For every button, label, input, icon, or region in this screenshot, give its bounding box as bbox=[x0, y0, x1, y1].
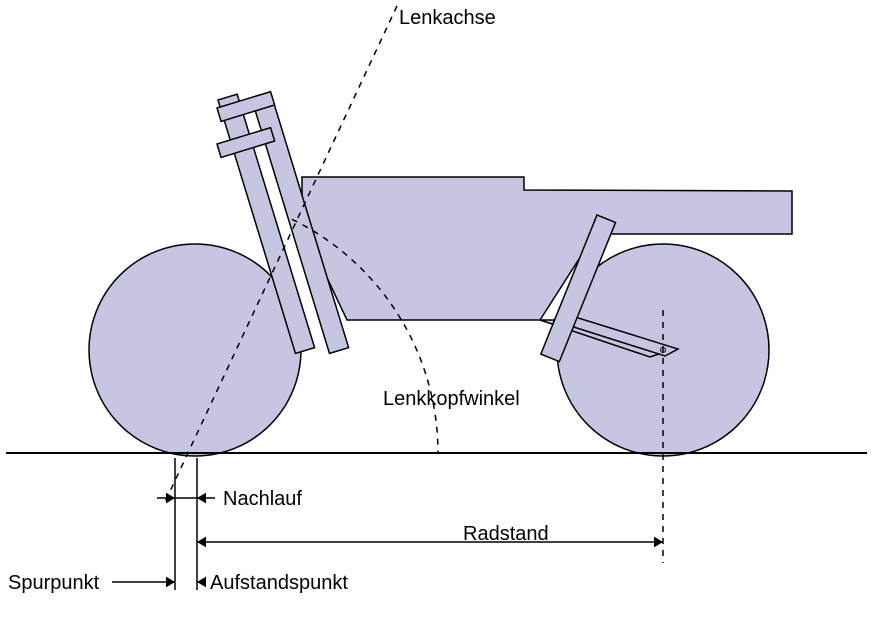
label-lenkkopfwinkel: Lenkkopfwinkel bbox=[383, 388, 520, 410]
front-wheel bbox=[89, 244, 301, 456]
label-lenkachse: Lenkachse bbox=[399, 7, 496, 29]
label-radstand: Radstand bbox=[463, 523, 549, 545]
label-nachlauf: Nachlauf bbox=[223, 488, 302, 510]
label-aufstandspunkt: Aufstandspunkt bbox=[210, 572, 348, 594]
label-spurpunkt: Spurpunkt bbox=[8, 572, 100, 594]
